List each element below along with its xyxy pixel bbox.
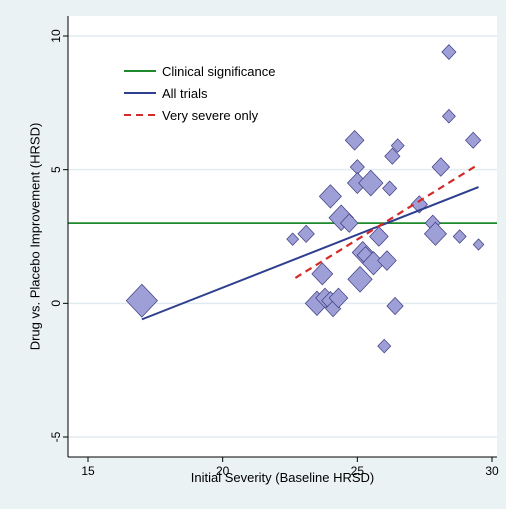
data-point xyxy=(125,283,158,318)
y-tick-label: 5 xyxy=(49,166,63,173)
data-point xyxy=(369,226,389,247)
data-point xyxy=(382,180,398,197)
data-point xyxy=(297,224,315,243)
x-tick-label: 15 xyxy=(81,464,95,478)
y-tick-label: 10 xyxy=(49,29,63,43)
data-point xyxy=(328,287,349,309)
data-point xyxy=(441,108,456,124)
legend-label: All trials xyxy=(162,86,208,101)
data-point xyxy=(386,296,404,316)
plot-area xyxy=(68,16,497,457)
data-point xyxy=(431,157,451,177)
data-point xyxy=(340,213,359,233)
x-tick-label: 30 xyxy=(485,464,499,478)
data-point xyxy=(286,232,300,246)
data-point xyxy=(384,147,401,165)
y-tick-label: 0 xyxy=(49,300,63,307)
legend-label: Clinical significance xyxy=(162,64,275,79)
all-trials-fit-line xyxy=(141,186,479,321)
x-tick-label: 25 xyxy=(351,464,365,478)
data-point xyxy=(318,184,342,209)
y-axis-title: Drug vs. Placebo Improvement (HRSD) xyxy=(27,123,42,351)
axes: 15 20 25 30 -5 0 5 10 xyxy=(49,16,499,478)
data-point xyxy=(358,169,384,197)
legend-label: Very severe only xyxy=(162,108,259,123)
data-point xyxy=(465,131,482,149)
data-point xyxy=(344,129,365,151)
fit-lines xyxy=(141,163,480,321)
data-point xyxy=(472,238,485,251)
y-tick-label: -5 xyxy=(49,431,63,442)
x-axis-title: Initial Severity (Baseline HRSD) xyxy=(191,470,375,485)
data-point xyxy=(377,250,397,271)
x-tick-label: 20 xyxy=(216,464,230,478)
data-point xyxy=(311,262,334,286)
data-points xyxy=(125,44,485,354)
gridlines xyxy=(68,35,497,438)
data-point xyxy=(347,265,373,293)
data-point xyxy=(441,44,457,60)
data-point xyxy=(452,229,467,244)
data-point xyxy=(390,138,405,153)
data-point xyxy=(423,221,447,246)
data-point xyxy=(377,338,392,354)
legend: Clinical significance All trials Very seve… xyxy=(124,64,275,123)
